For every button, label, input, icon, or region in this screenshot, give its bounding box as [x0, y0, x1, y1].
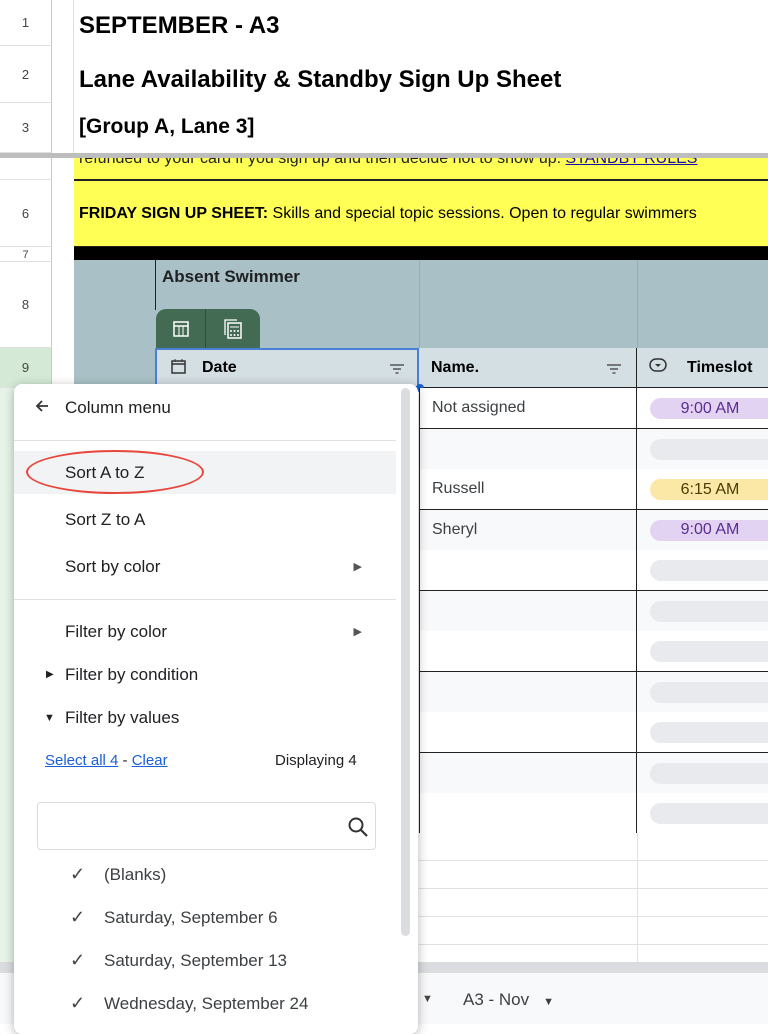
row-header[interactable]: 9 [0, 348, 52, 388]
value-option[interactable]: ✓ Saturday, September 13 [70, 950, 288, 970]
check-icon: ✓ [70, 993, 86, 1013]
tab-dropdown-icon[interactable]: ▼ [543, 996, 555, 1008]
search-icon[interactable] [347, 816, 369, 843]
dropdown-chip-icon [649, 358, 667, 377]
friday-row: FRIDAY SIGN UP SHEET: Skills and special… [74, 180, 768, 247]
row-header[interactable]: 7 [0, 247, 52, 262]
filter-by-values[interactable]: ▼ Filter by values [44, 707, 180, 727]
collapse-triangle-icon: ▼ [44, 711, 55, 724]
tab-dropdown-icon[interactable]: ▼ [422, 993, 433, 1005]
calendar-icon [171, 358, 186, 379]
table-title: Absent Swimmer [162, 267, 300, 286]
clear-link[interactable]: Clear [131, 752, 168, 769]
sort-z-to-a[interactable]: Sort Z to A [65, 509, 146, 529]
table-row-name[interactable]: Sheryl [419, 509, 637, 551]
empty-grid [419, 833, 768, 962]
select-all-link[interactable]: Select all 4 [45, 752, 119, 769]
filter-icon[interactable] [389, 362, 405, 380]
table-row-name[interactable]: Russell [419, 469, 637, 510]
black-band [74, 247, 768, 260]
group-title: [Group A, Lane 3] [79, 115, 255, 138]
timeslot-chip[interactable] [650, 438, 768, 460]
menu-title: Column menu [65, 397, 171, 417]
menu-scrollbar[interactable] [401, 388, 410, 936]
check-icon: ✓ [70, 864, 86, 884]
table-row-name[interactable] [419, 793, 637, 834]
submenu-arrow-icon: ▶ [353, 561, 362, 573]
sheet-title: Lane Availability & Standby Sign Up Shee… [79, 66, 562, 93]
highlight-oval [26, 450, 204, 494]
timeslot-chip[interactable] [650, 722, 768, 743]
table-row-name[interactable] [419, 752, 637, 794]
table-row-name[interactable] [419, 590, 637, 632]
table-toolbar [156, 309, 260, 349]
select-clear-row: Select all 4 - Clear [45, 752, 168, 769]
value-option[interactable]: ✓ Saturday, September 6 [70, 907, 278, 927]
row-header[interactable]: 2 [0, 46, 52, 103]
sheet-tab[interactable]: A3 - Nov ▼ [463, 990, 555, 1009]
value-option[interactable]: ✓ (Blanks) [70, 864, 167, 884]
filter-icon[interactable] [606, 362, 622, 380]
column-label: Date [202, 359, 237, 376]
row-header[interactable]: 6 [0, 180, 52, 247]
timeslot-chip[interactable] [650, 681, 768, 703]
timeslot-chip[interactable]: 9:00 AM [650, 519, 768, 541]
row-header[interactable]: 1 [0, 0, 52, 46]
filter-by-condition[interactable]: ▶ Filter by condition [46, 664, 199, 684]
table-row-name[interactable] [419, 712, 637, 753]
friday-text: Skills and special topic sessions. Open … [268, 205, 697, 222]
check-icon: ✓ [70, 950, 86, 970]
sort-by-color[interactable]: Sort by color ▶ [65, 556, 362, 576]
check-icon: ✓ [70, 907, 86, 927]
timeslot-chip[interactable] [650, 762, 768, 784]
row-header[interactable]: 3 [0, 103, 52, 153]
back-arrow-icon[interactable] [34, 398, 50, 419]
column-header-name[interactable]: Name. [419, 348, 637, 388]
expand-triangle-icon: ▶ [46, 669, 54, 680]
column-menu: Column menu Sort A to Z Sort Z to A Sort… [14, 384, 418, 1034]
value-option[interactable]: ✓ Wednesday, September 24 [70, 993, 309, 1013]
notice-text: refunded to your card if you sign up and… [79, 158, 566, 167]
column-gap [52, 0, 74, 153]
column-menu-header[interactable]: Column menu [14, 386, 396, 429]
timeslot-chip[interactable]: 9:00 AM [650, 398, 768, 419]
standby-rules-link[interactable]: STANDBY RULES [565, 158, 698, 167]
values-search-input[interactable] [37, 802, 376, 850]
month-title: SEPTEMBER - A3 [79, 12, 280, 39]
timeslot-chip[interactable] [650, 641, 768, 662]
column-label: Name. [431, 358, 480, 376]
friday-label: FRIDAY SIGN UP SHEET: [79, 205, 269, 222]
timeslot-chip[interactable] [650, 560, 768, 581]
table-summary-icon[interactable] [206, 309, 260, 349]
table-row-name[interactable] [419, 631, 637, 672]
timeslot-chip[interactable] [650, 803, 768, 824]
row-header[interactable]: 8 [0, 262, 52, 348]
column-label: Timeslot [687, 358, 753, 376]
notice-row: refunded to your card if you sign up and… [74, 158, 768, 180]
column-header-date[interactable]: Date [155, 348, 419, 388]
table-row-name[interactable] [419, 428, 637, 470]
table-row-name[interactable]: Not assigned [419, 388, 637, 429]
filter-by-color[interactable]: Filter by color ▶ [65, 621, 362, 641]
column-header-timeslot[interactable]: Timeslot [637, 348, 768, 388]
table-row-name[interactable] [419, 550, 637, 591]
timeslot-chip[interactable] [650, 600, 768, 622]
submenu-arrow-icon: ▶ [353, 626, 362, 638]
timeslot-chip[interactable]: 6:15 AM [650, 479, 768, 500]
table-row-name[interactable] [419, 671, 637, 713]
frozen-divider[interactable] [0, 153, 768, 158]
displaying-count: Displaying 4 [275, 752, 357, 769]
row-header[interactable] [0, 158, 52, 180]
table-view-icon[interactable] [156, 309, 206, 349]
